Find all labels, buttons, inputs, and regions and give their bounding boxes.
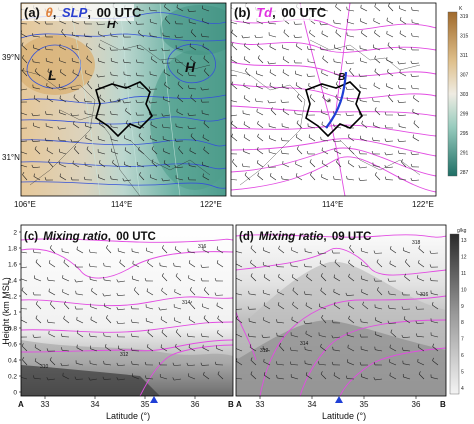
svg-text:312: 312 — [120, 352, 129, 358]
high-pressure-label-north: H — [107, 17, 116, 31]
colorbar-theta-tick: 315 — [460, 34, 469, 40]
svg-text:314: 314 — [182, 300, 191, 306]
svg-text:K: K — [459, 6, 463, 12]
colorbar-theta-tick: 299 — [460, 112, 469, 118]
y-tick-label: 0 — [13, 390, 17, 397]
study-site-star: * — [327, 97, 332, 109]
colorbar-theta-tick: 291 — [460, 151, 469, 157]
panel-b: B * (b) Td, 00 UTC 114°E 122°E — [230, 2, 437, 209]
colorbar-theta-tick: 303 — [460, 92, 469, 98]
colorbar-q-tick: 11 — [461, 271, 466, 277]
x-tick-label: 33 — [256, 400, 265, 409]
x-tick-label: 36 — [191, 400, 200, 409]
wind-barbs — [21, 245, 224, 381]
colorbar-theta-tick: 319 — [460, 14, 469, 20]
lon-tick-106: 106°E — [14, 200, 36, 209]
x-tick-label: 35 — [141, 400, 150, 409]
y-tick-label: 0.8 — [8, 326, 17, 333]
section-end-a-c: A — [18, 400, 24, 409]
wind-barbs — [236, 244, 439, 381]
svg-text:312: 312 — [260, 348, 269, 354]
colorbar-theta-tick: 295 — [460, 131, 469, 137]
panel-a: L H H * (a) θ, SLP, 00 UTC 39°N 31°N 106… — [2, 2, 227, 209]
x-tick-label: 36 — [412, 400, 421, 409]
colorbar-theta: K 319 315 311 307 303 299 295 291 287 — [447, 6, 469, 177]
colorbar-q-tick: 8 — [461, 320, 464, 326]
lon-tick-114-b: 114°E — [322, 200, 343, 209]
cross-section-line — [325, 71, 348, 129]
study-region-outline — [305, 81, 363, 138]
lon-tick-122-b: 122°E — [412, 200, 434, 209]
x-axis-label-d: Latitude (°) — [322, 411, 366, 421]
x-tick-label: 33 — [41, 400, 50, 409]
y-tick-label: 1.6 — [8, 262, 17, 269]
study-region-outline — [95, 81, 153, 138]
panel-c-title: (c) Mixing ratio, 00 UTC — [24, 231, 156, 243]
y-tick-label: 1.4 — [8, 278, 17, 285]
svg-text:316: 316 — [420, 292, 429, 298]
y-tick-label: 1.8 — [8, 246, 17, 253]
study-site-star: * — [117, 97, 122, 109]
y-tick-label: 0.6 — [8, 342, 17, 349]
td-contours — [231, 3, 436, 196]
x-tick-label: 35 — [360, 400, 369, 409]
lon-tick-122: 122°E — [200, 200, 222, 209]
x-tick-label: 34 — [91, 400, 100, 409]
colorbar-mixing-ratio: g/kg 13 12 11 10 9 8 7 6 5 4 — [449, 228, 467, 395]
cross-section-label-b: B — [338, 72, 345, 83]
colorbar-q-tick: 6 — [461, 353, 464, 359]
site-marker-d — [335, 396, 343, 403]
colorbar-theta-tick: 287 — [460, 170, 469, 176]
low-pressure-label: L — [48, 67, 57, 83]
y-tick-label: 1.2 — [8, 294, 17, 301]
colorbar-q-tick: 13 — [461, 238, 467, 244]
colorbar-q-tick: 10 — [461, 287, 467, 293]
y-tick-label: 1 — [13, 310, 17, 317]
lat-tick-39: 39°N — [2, 53, 20, 62]
x-tick-label: 34 — [308, 400, 317, 409]
svg-text:310: 310 — [40, 364, 49, 370]
y-tick-label: 2 — [13, 230, 17, 237]
colorbar-q-tick: 7 — [461, 337, 464, 343]
section-end-b-d: B — [440, 400, 446, 409]
high-pressure-label-east: H — [185, 59, 196, 75]
y-tick-label: 0.4 — [8, 358, 17, 365]
x-axis-label-c: Latitude (°) — [106, 411, 150, 421]
colorbar-q-tick: 9 — [461, 304, 464, 310]
lat-tick-31: 31°N — [2, 153, 20, 162]
colorbar-theta-tick: 307 — [460, 73, 469, 79]
panel-a-title: (a) θ, SLP, 00 UTC — [24, 5, 142, 20]
colorbar-theta-tick: 311 — [460, 53, 468, 59]
site-marker-c — [150, 396, 158, 403]
y-axis-label: Height (km MSL) — [1, 277, 11, 345]
panel-c: (c) Mixing ratio, 00 UTC 316 314 312 310… — [1, 224, 234, 421]
panel-b-title: (b) Td, 00 UTC — [234, 5, 327, 20]
colorbar-q-tick: 12 — [461, 254, 467, 260]
lon-tick-114: 114°E — [111, 200, 132, 209]
section-end-b-c: B — [228, 400, 234, 409]
theta-contours-c — [21, 238, 233, 396]
svg-text:g/kg: g/kg — [457, 228, 467, 234]
section-end-a-d: A — [236, 400, 242, 409]
svg-text:318: 318 — [412, 240, 421, 246]
slp-contours — [21, 12, 226, 189]
svg-text:316: 316 — [198, 244, 207, 250]
y-tick-label: 0.2 — [8, 374, 17, 381]
colorbar-q-tick: 4 — [461, 386, 464, 392]
svg-text:314: 314 — [300, 341, 309, 347]
panel-d: (d) Mixing ratio, 09 UTC 318 316 314 312… — [235, 224, 447, 421]
colorbar-q-tick: 5 — [461, 370, 464, 376]
panel-d-title: (d) Mixing ratio, 09 UTC — [239, 231, 371, 243]
